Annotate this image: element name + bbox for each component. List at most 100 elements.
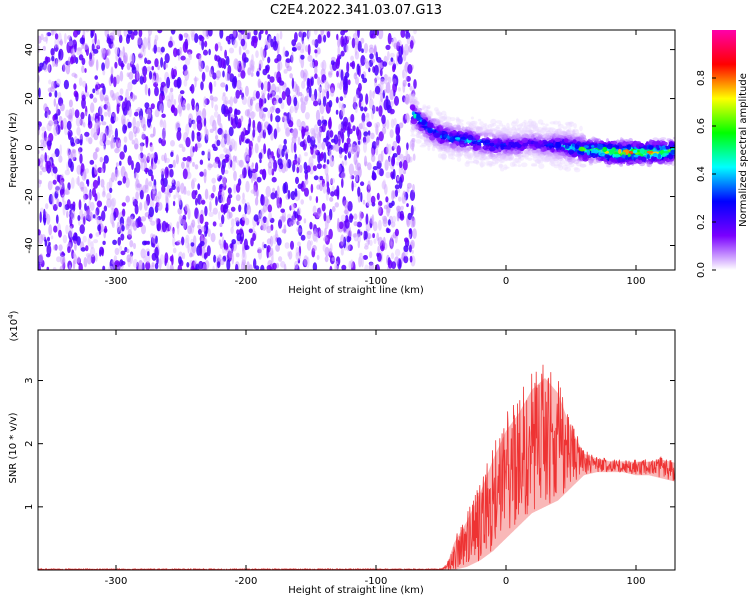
spectrogram-noise-mark [392,64,396,73]
spectrogram-noise-mark [241,213,247,221]
spectrogram-noise-mark [220,258,225,266]
spectrogram-signal-mark [446,119,451,123]
spectrogram-noise-mark [310,127,316,135]
spectrogram-noise-mark [177,127,182,132]
spectrogram-noise-mark [334,265,339,270]
spectrogram-noise-mark [143,255,147,263]
spectrogram-noise-mark [303,180,307,189]
spectrogram-noise-mark [323,152,327,163]
spectrogram-noise-mark [355,174,359,182]
spectrogram-noise-mark [371,173,377,181]
spectrogram-noise-mark [292,47,297,52]
spectrogram-noise-mark [347,121,351,132]
spectrogram-signal-mark [423,109,429,113]
spectrogram-noise-mark [178,256,182,265]
spectrogram-noise-mark [341,105,345,117]
spectrogram-signal-mark [514,152,520,158]
spectrogram-noise-mark [140,158,145,163]
spectrogram-signal-mark [632,149,638,153]
spectrogram-signal-mark [487,161,494,166]
spectrogram-noise-mark [369,53,374,60]
spectrogram-noise-mark [60,38,63,47]
spectrogram-noise-mark [197,212,201,225]
spectrogram-signal-mark [641,157,646,162]
spectrogram-noise-mark [66,199,71,209]
spectrogram-signal-mark [475,145,482,149]
spectrogram-noise-mark [237,73,241,78]
spectrogram-signal-mark [573,158,580,161]
spectrogram-signal-mark [488,153,494,160]
spectrogram-noise-mark [379,68,383,77]
spectrogram-noise-mark [394,248,401,257]
spectrogram-noise-mark [180,34,183,41]
spectrogram-signal-mark [431,146,436,152]
spectrogram-noise-mark [217,127,223,135]
spectrogram-noise-mark [276,193,280,206]
spectrogram-noise-mark [85,168,89,174]
spectrogram-noise-mark [216,139,221,146]
spectrogram-noise-mark [115,74,120,85]
spectrogram-noise-mark [365,213,369,225]
spectrogram-noise-mark [127,81,133,92]
spectrogram-noise-mark [101,247,104,257]
spectrogram-signal-mark [491,157,499,161]
spectrogram-noise-mark [368,262,374,270]
spectrogram-noise-mark [326,90,330,100]
spectrogram-signal-mark [514,132,518,137]
spectrogram-noise-mark [335,109,339,115]
spectrogram-noise-mark [44,56,49,65]
spectrogram-signal-mark [607,143,613,150]
spectrogram-noise-mark [52,166,58,174]
spectrogram-noise-mark [362,199,366,205]
spectrogram-noise-mark [212,265,215,270]
spectrogram-noise-mark [277,60,283,71]
spectrogram-noise-mark [392,190,396,199]
spectrogram-signal-mark [552,153,559,157]
spectrogram-signal-mark [532,141,539,145]
spectrogram-noise-mark [235,263,239,270]
spectrogram-noise-mark [41,167,47,173]
spectrogram-noise-mark [65,224,69,235]
spectrogram-signal-mark [549,121,556,125]
spectrogram-signal-mark [495,124,500,130]
spectrogram-noise-mark [88,113,91,126]
spectrogram-noise-mark [136,120,141,128]
spectrogram-noise-mark [362,255,368,260]
spectrogram-signal-mark [479,121,484,126]
spectrogram-signal-mark [606,164,612,168]
spectrogram-noise-mark [225,84,229,92]
spectrogram-noise-mark [252,128,256,138]
spectrogram-noise-mark [330,191,335,197]
spectrogram-noise-mark [303,161,308,171]
spectrogram-noise-mark [223,204,226,215]
spectrogram-noise-mark [397,87,401,92]
spectrogram-noise-mark [412,153,416,161]
spectrogram-noise-mark [383,74,389,81]
spectrogram-signal-mark [628,160,634,164]
spectrogram-signal-mark [508,157,513,160]
spectrogram-signal-mark [477,150,485,155]
spectrogram-signal-mark [537,159,541,165]
spectrogram-noise-mark [124,125,128,131]
spectrogram-signal-mark [660,137,667,141]
spectrogram-noise-mark [96,200,103,208]
spectrogram-noise-mark [385,44,391,51]
spectrogram-signal-mark [435,109,440,115]
spectrogram-noise-mark [348,229,352,237]
spectrogram-noise-mark [93,97,98,103]
spectrogram-signal-mark [515,133,522,140]
spectrogram-noise-mark [328,144,334,151]
spectrogram-noise-mark [276,54,282,62]
spectrogram-signal-mark [513,141,520,147]
spectrogram-signal-mark [425,110,430,115]
spectrogram-signal-mark [528,149,534,154]
spectrogram-noise-mark [44,152,47,163]
spectrogram-noise-mark [58,229,62,238]
spectrogram-noise-mark [197,224,202,230]
spectrogram-noise-mark [231,77,237,89]
spectrogram-signal-mark [528,123,535,127]
spectrogram-signal-mark [448,143,452,149]
spectrogram-noise-mark [75,177,79,185]
spectrogram-noise-mark [261,241,265,251]
spectrogram-noise-mark [92,151,98,161]
